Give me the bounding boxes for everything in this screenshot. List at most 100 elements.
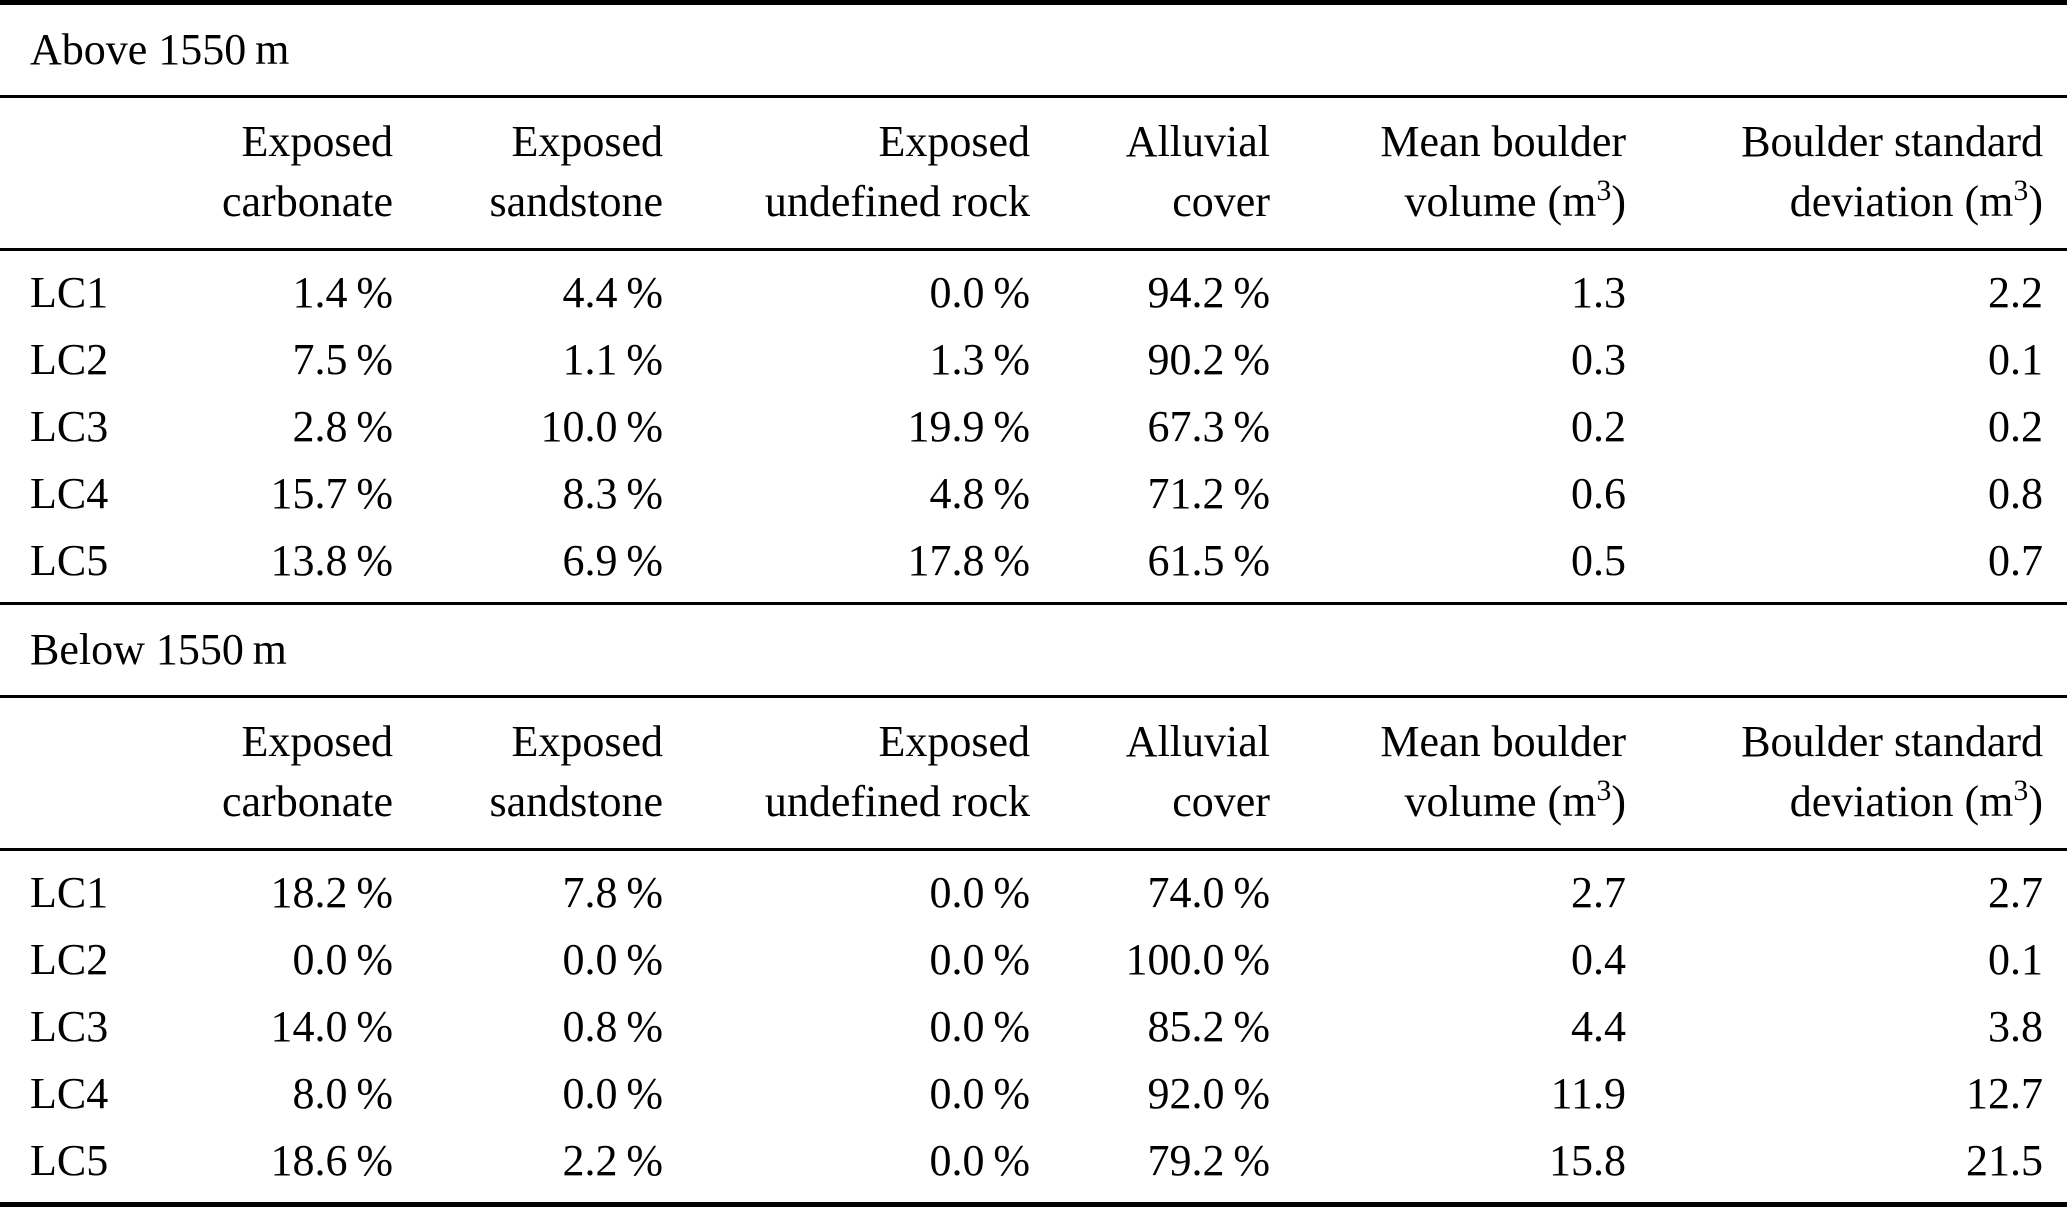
cell-exposed-undefined-rock: 0.0 % [929, 268, 1030, 317]
section-title-below-1550m: Below 1550 m [0, 605, 2067, 698]
cell-exposed-sandstone: 8.3 % [562, 469, 663, 518]
cell-exposed-sandstone: 2.2 % [562, 1136, 663, 1185]
header-line1: Exposed [241, 717, 393, 766]
row-label: LC5 [30, 1136, 109, 1185]
cell-exposed-carbonate: 18.2 % [270, 868, 393, 917]
cell-alluvial-cover: 71.2 % [1147, 469, 1270, 518]
cell-exposed-sandstone: 0.0 % [562, 935, 663, 984]
header-line2: sandstone [489, 777, 663, 826]
cell-alluvial-cover: 85.2 % [1147, 1002, 1270, 1051]
cell-boulder-standard-deviation: 0.8 [1988, 469, 2043, 518]
header-line1: Exposed [511, 117, 663, 166]
header-exposed-carbonate: Exposed carbonate [160, 98, 393, 251]
cell-mean-boulder-volume: 0.6 [1571, 469, 1626, 518]
cell-alluvial-cover: 92.0 % [1147, 1069, 1270, 1118]
row-label: LC4 [30, 1069, 109, 1118]
cell-alluvial-cover: 79.2 % [1147, 1136, 1270, 1185]
cell-boulder-standard-deviation: 2.2 [1988, 268, 2043, 317]
header-line1: Boulder standard [1741, 717, 2043, 766]
cell-boulder-standard-deviation: 0.2 [1988, 402, 2043, 451]
cell-exposed-carbonate: 1.4 % [292, 268, 393, 317]
table-row: LC1 1.4 % 4.4 % 0.0 % 94.2 % 1.3 2.2 [0, 250, 2067, 327]
cell-boulder-standard-deviation: 21.5 [1966, 1136, 2043, 1185]
header-alluvial-cover: Alluvial cover [1030, 98, 1270, 251]
table-below-1550m: Exposed carbonate Exposed sandstone Expo… [0, 698, 2067, 1202]
table-row: LC3 2.8 % 10.0 % 19.9 % 67.3 % 0.2 0.2 [0, 393, 2067, 460]
cell-boulder-standard-deviation: 0.1 [1988, 935, 2043, 984]
cell-boulder-standard-deviation: 0.1 [1988, 335, 2043, 384]
header-line1: Exposed [878, 717, 1030, 766]
cell-mean-boulder-volume: 4.4 [1571, 1002, 1626, 1051]
header-line2: cover [1172, 777, 1270, 826]
header-exposed-undefined-rock: Exposed undefined rock [663, 98, 1030, 251]
header-row: Exposed carbonate Exposed sandstone Expo… [0, 98, 2067, 251]
table-above-1550m: Exposed carbonate Exposed sandstone Expo… [0, 98, 2067, 605]
cell-exposed-carbonate: 15.7 % [270, 469, 393, 518]
cell-alluvial-cover: 100.0 % [1125, 935, 1270, 984]
cell-exposed-carbonate: 8.0 % [292, 1069, 393, 1118]
cell-exposed-sandstone: 0.0 % [562, 1069, 663, 1118]
cell-boulder-standard-deviation: 0.7 [1988, 536, 2043, 585]
header-alluvial-cover: Alluvial cover [1030, 698, 1270, 851]
header-exposed-undefined-rock: Exposed undefined rock [663, 698, 1030, 851]
table-row: LC4 15.7 % 8.3 % 4.8 % 71.2 % 0.6 0.8 [0, 460, 2067, 527]
header-line1: Alluvial [1125, 717, 1270, 766]
header-boulder-standard-deviation: Boulder standard deviation (m3) [1626, 98, 2067, 251]
cell-exposed-undefined-rock: 0.0 % [929, 1136, 1030, 1185]
cell-alluvial-cover: 67.3 % [1147, 402, 1270, 451]
table-row: LC5 18.6 % 2.2 % 0.0 % 79.2 % 15.8 21.5 [0, 1127, 2067, 1202]
row-label: LC4 [30, 469, 109, 518]
header-line2: deviation (m3) [1789, 773, 2043, 826]
row-label: LC3 [30, 402, 109, 451]
section-title-above-1550m: Above 1550 m [0, 5, 2067, 98]
cell-exposed-undefined-rock: 17.8 % [907, 536, 1030, 585]
header-line1: Boulder standard [1741, 117, 2043, 166]
table-row: LC5 13.8 % 6.9 % 17.8 % 61.5 % 0.5 0.7 [0, 527, 2067, 604]
header-boulder-standard-deviation: Boulder standard deviation (m3) [1626, 698, 2067, 851]
cell-alluvial-cover: 74.0 % [1147, 868, 1270, 917]
cell-mean-boulder-volume: 11.9 [1550, 1069, 1626, 1118]
cell-exposed-undefined-rock: 0.0 % [929, 1002, 1030, 1051]
row-label: LC2 [30, 935, 109, 984]
cell-exposed-sandstone: 0.8 % [562, 1002, 663, 1051]
cell-exposed-sandstone: 6.9 % [562, 536, 663, 585]
header-line1: Exposed [511, 717, 663, 766]
cell-exposed-undefined-rock: 0.0 % [929, 868, 1030, 917]
header-line1: Alluvial [1125, 117, 1270, 166]
header-line2: volume (m3) [1404, 773, 1626, 826]
cell-exposed-sandstone: 7.8 % [562, 868, 663, 917]
cell-exposed-carbonate: 18.6 % [270, 1136, 393, 1185]
header-mean-boulder-volume: Mean boulder volume (m3) [1270, 698, 1626, 851]
header-line2: cover [1172, 177, 1270, 226]
header-line1: Mean boulder [1380, 117, 1626, 166]
cell-exposed-carbonate: 2.8 % [292, 402, 393, 451]
row-label: LC3 [30, 1002, 109, 1051]
cell-exposed-sandstone: 4.4 % [562, 268, 663, 317]
header-row: Exposed carbonate Exposed sandstone Expo… [0, 698, 2067, 851]
cell-mean-boulder-volume: 1.3 [1571, 268, 1626, 317]
header-line2: undefined rock [764, 777, 1030, 826]
cell-exposed-undefined-rock: 4.8 % [929, 469, 1030, 518]
header-line1: Mean boulder [1380, 717, 1626, 766]
header-empty-cell [0, 98, 160, 251]
cell-exposed-undefined-rock: 1.3 % [929, 335, 1030, 384]
cell-exposed-carbonate: 13.8 % [270, 536, 393, 585]
table-row: LC2 0.0 % 0.0 % 0.0 % 100.0 % 0.4 0.1 [0, 926, 2067, 993]
cell-exposed-undefined-rock: 0.0 % [929, 1069, 1030, 1118]
cell-mean-boulder-volume: 0.3 [1571, 335, 1626, 384]
cell-boulder-standard-deviation: 12.7 [1966, 1069, 2043, 1118]
cell-alluvial-cover: 61.5 % [1147, 536, 1270, 585]
header-exposed-carbonate: Exposed carbonate [160, 698, 393, 851]
cell-exposed-sandstone: 10.0 % [540, 402, 663, 451]
row-label: LC1 [30, 868, 109, 917]
row-label: LC1 [30, 268, 109, 317]
cell-mean-boulder-volume: 0.4 [1571, 935, 1626, 984]
cell-exposed-carbonate: 0.0 % [292, 935, 393, 984]
header-empty-cell [0, 698, 160, 851]
table-row: LC2 7.5 % 1.1 % 1.3 % 90.2 % 0.3 0.1 [0, 326, 2067, 393]
cell-boulder-standard-deviation: 3.8 [1988, 1002, 2043, 1051]
header-exposed-sandstone: Exposed sandstone [393, 698, 663, 851]
table-row: LC3 14.0 % 0.8 % 0.0 % 85.2 % 4.4 3.8 [0, 993, 2067, 1060]
table-row: LC1 18.2 % 7.8 % 0.0 % 74.0 % 2.7 2.7 [0, 850, 2067, 927]
header-line1: Exposed [241, 117, 393, 166]
